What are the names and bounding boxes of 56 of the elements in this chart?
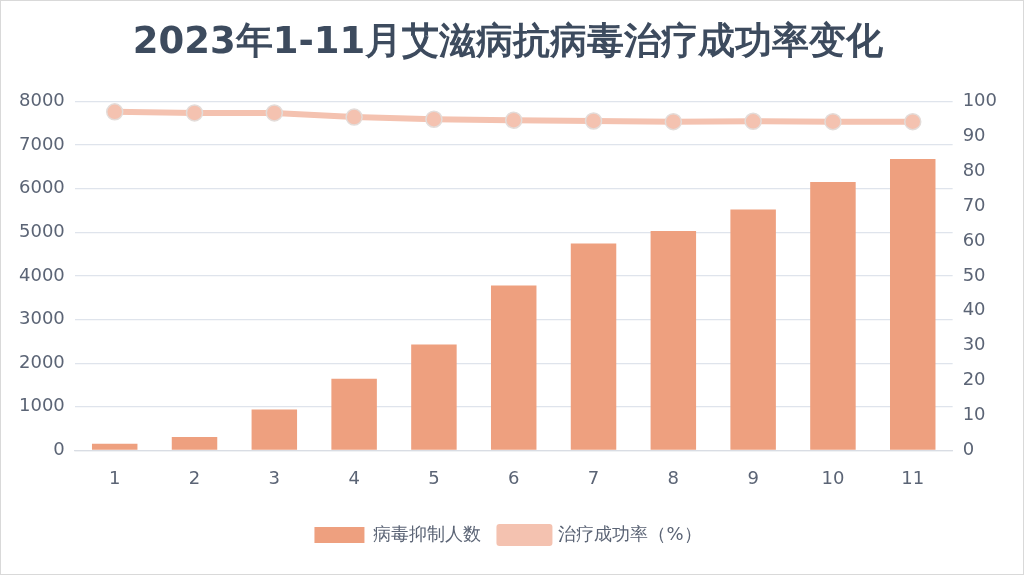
bar [650, 230, 697, 450]
x-tick-label: 7 [587, 466, 600, 488]
y-tick-label: 0 [53, 438, 65, 460]
bar [490, 285, 537, 450]
point [903, 112, 922, 131]
point [345, 108, 363, 126]
x-tick-label: 9 [747, 466, 759, 488]
x-tick-label: 6 [508, 466, 520, 488]
legend-label: 病毒抑制人数 [373, 522, 482, 544]
bar [411, 344, 457, 450]
y2-tick-label: 80 [962, 158, 986, 180]
point [265, 104, 284, 122]
point [744, 112, 762, 131]
y-tick-label: 5000 [19, 219, 65, 241]
bar [331, 378, 377, 450]
point [504, 111, 523, 129]
y2-tick-label: 10 [962, 403, 986, 425]
bar [171, 436, 218, 450]
bar [890, 158, 936, 450]
point [664, 112, 683, 131]
legend-label: 治疗成功率（%） [558, 522, 702, 544]
y-tick-label: 4000 [19, 263, 65, 285]
y-tick-label: 8000 [19, 89, 65, 111]
x-tick-label: 11 [901, 466, 925, 488]
y2-tick-label: 30 [962, 333, 986, 355]
point [105, 103, 124, 121]
y2-tick-label: 40 [962, 298, 986, 320]
bar [810, 182, 856, 450]
y2-tick-label: 50 [962, 263, 986, 285]
point [425, 110, 443, 128]
x-tick-label: 10 [821, 466, 845, 488]
y2-tick-label: 70 [962, 193, 986, 215]
bar [91, 443, 138, 450]
point [584, 112, 603, 130]
y2-tick-label: 0 [962, 438, 975, 460]
point [185, 104, 204, 122]
y-tick-label: 1000 [19, 394, 65, 416]
x-tick-label: 1 [108, 466, 121, 488]
y-tick-label: 2000 [19, 350, 65, 372]
y2-tick-label: 90 [962, 123, 986, 145]
x-tick-label: 3 [268, 466, 281, 488]
point [824, 112, 842, 131]
bar [251, 409, 298, 450]
x-tick-label: 8 [667, 466, 680, 488]
x-tick-label: 4 [348, 466, 360, 488]
x-tick-label: 2 [188, 466, 201, 488]
chart-title: 2023年1-11月艾滋病抗病毒治疗成功率变化 [132, 18, 885, 62]
bar [730, 209, 776, 450]
y2-tick-label: 60 [962, 228, 986, 250]
y-tick-label: 3000 [19, 307, 65, 329]
bar [570, 243, 617, 450]
y2-tick-label: 20 [962, 368, 986, 390]
y-tick-label: 6000 [19, 176, 65, 198]
y2-tick-label: 100 [962, 89, 997, 111]
x-tick-label: 5 [428, 466, 440, 488]
y-tick-label: 7000 [19, 132, 65, 154]
